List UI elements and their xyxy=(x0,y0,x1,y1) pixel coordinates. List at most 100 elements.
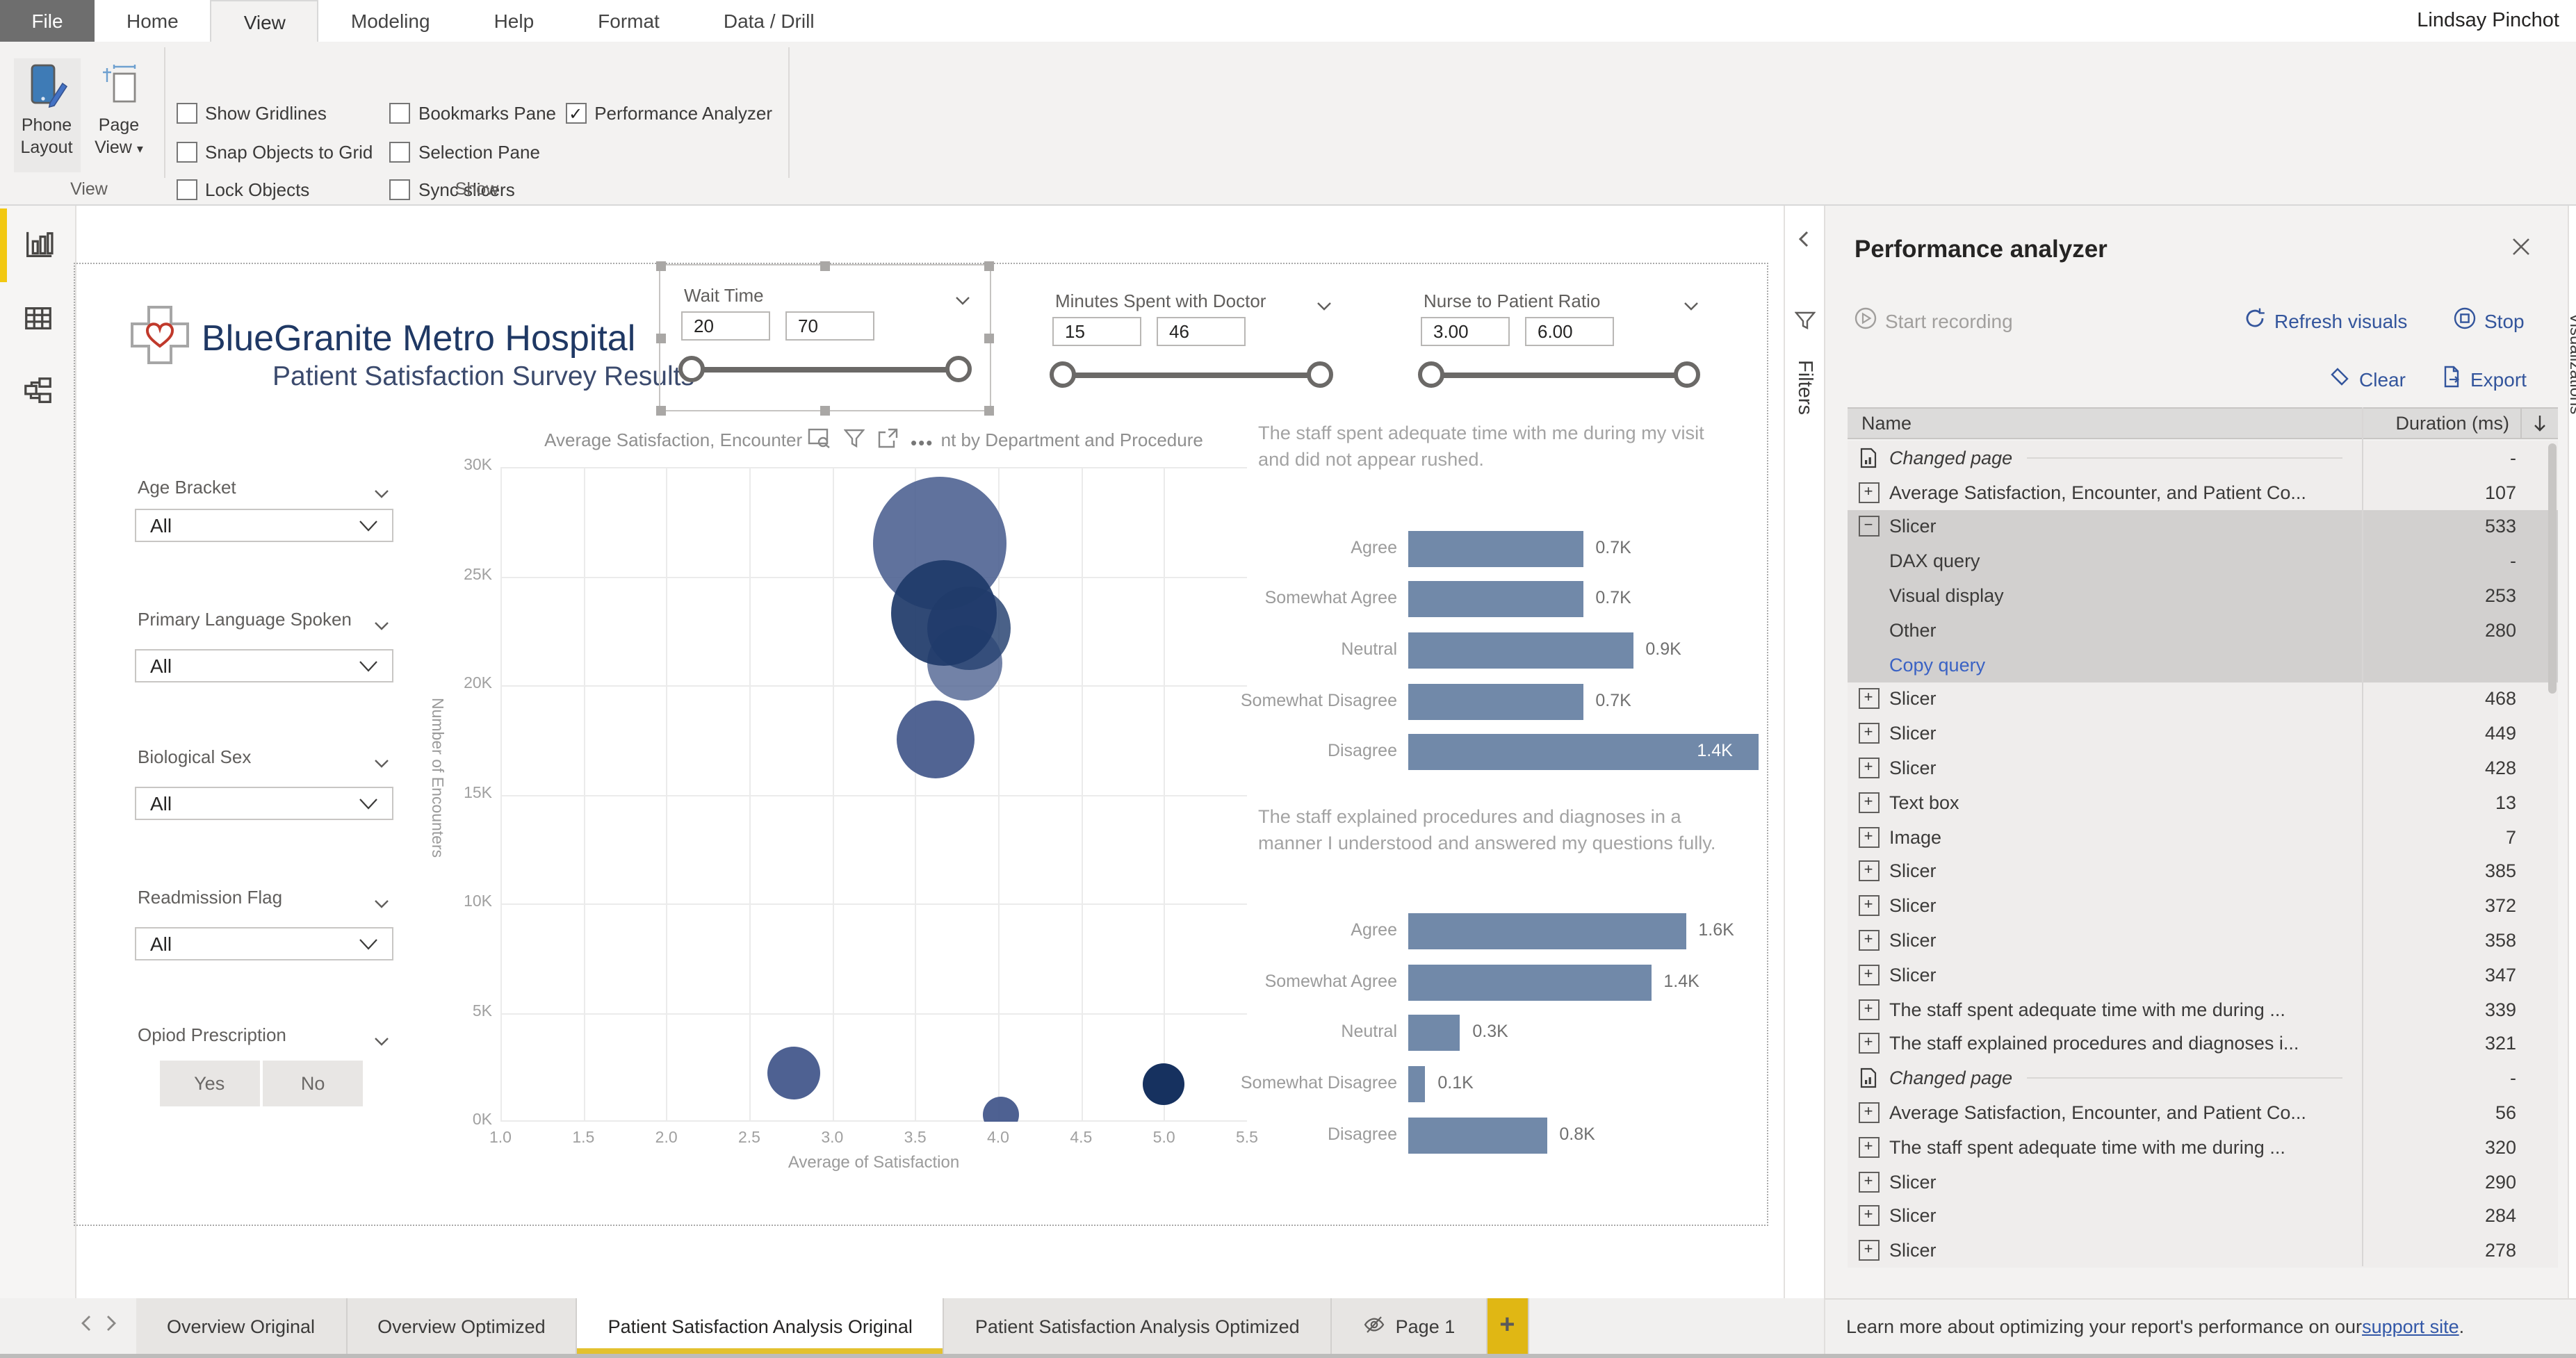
page-tab-page-1[interactable]: Page 1 xyxy=(1331,1298,1487,1354)
clear-button[interactable]: Clear xyxy=(2329,366,2406,392)
page-tab-patient-satisfaction-analysis-original[interactable]: Patient Satisfaction Analysis Original xyxy=(577,1298,945,1354)
slicer-min-handle[interactable] xyxy=(678,356,705,382)
sort-descending-icon[interactable] xyxy=(2520,409,2558,438)
unchecked-checkbox-icon[interactable] xyxy=(389,103,410,124)
slicer-wait-time[interactable]: Wait Time 20 70 xyxy=(660,265,989,410)
expand-row-icon[interactable]: + xyxy=(1848,688,1889,710)
next-page-icon[interactable] xyxy=(106,1314,117,1339)
selection-handle[interactable] xyxy=(820,261,830,270)
slicer-min-handle[interactable] xyxy=(1418,361,1444,388)
perf-row-visual[interactable]: + Image 7 xyxy=(1848,819,2558,855)
perf-row-link[interactable]: Copy query xyxy=(1848,647,2558,682)
checkbox-lock-objects[interactable]: Lock Objects xyxy=(176,179,309,200)
page-view-button[interactable]: Page View ▾ xyxy=(85,58,152,172)
ribbon-tab-data-drill[interactable]: Data / Drill xyxy=(723,10,815,32)
chevron-down-icon[interactable] xyxy=(374,891,389,916)
scatter-bubble[interactable] xyxy=(767,1047,821,1100)
chevron-down-icon[interactable] xyxy=(1684,293,1699,318)
filter-dropdown[interactable]: All xyxy=(135,926,393,960)
filter-dropdown[interactable]: All xyxy=(135,649,393,682)
perf-row-visual[interactable]: + The staff explained procedures and diag… xyxy=(1848,1026,2558,1061)
perf-row-visual[interactable]: + Slicer 278 xyxy=(1848,1233,2558,1268)
q2-bar[interactable] xyxy=(1408,964,1652,1001)
page-tab-overview-optimized[interactable]: Overview Optimized xyxy=(347,1298,578,1354)
more-options-icon[interactable]: ••• xyxy=(911,432,934,452)
slicer-max-input[interactable]: 70 xyxy=(785,311,874,341)
q1-bar[interactable] xyxy=(1408,683,1583,720)
start-recording-button[interactable]: Start recording xyxy=(1854,307,2013,334)
selection-handle[interactable] xyxy=(984,261,994,270)
selection-handle[interactable] xyxy=(655,333,665,343)
scatter-plot-area[interactable] xyxy=(500,467,1247,1122)
report-canvas[interactable]: BlueGranite Metro Hospital Patient Satisf… xyxy=(74,204,1784,1298)
file-tab[interactable]: File xyxy=(0,0,95,42)
slicer-max-handle[interactable] xyxy=(945,356,971,382)
previous-page-icon[interactable] xyxy=(81,1314,92,1339)
chevron-down-icon[interactable] xyxy=(374,481,389,506)
perf-row-detail[interactable]: Visual display 253 xyxy=(1848,578,2558,613)
data-view-icon[interactable] xyxy=(22,302,54,334)
expand-row-icon[interactable]: + xyxy=(1848,792,1889,813)
expand-row-icon[interactable]: + xyxy=(1848,723,1889,744)
perf-row-detail[interactable]: DAX query - xyxy=(1848,543,2558,579)
model-view-icon[interactable] xyxy=(22,375,54,407)
ribbon-tab-help[interactable]: Help xyxy=(494,10,535,32)
slicer-min-handle[interactable] xyxy=(1050,361,1076,388)
stop-button[interactable]: Stop xyxy=(2454,307,2525,334)
add-page-button[interactable]: + xyxy=(1487,1298,1529,1354)
slicer-min-input[interactable]: 20 xyxy=(681,311,770,341)
page-tab-patient-satisfaction-analysis-optimized[interactable]: Patient Satisfaction Analysis Optimized xyxy=(944,1298,1332,1354)
slicer-range-track[interactable] xyxy=(694,367,956,373)
perf-row-visual[interactable]: + Slicer 284 xyxy=(1848,1199,2558,1234)
perf-row-page[interactable]: Changed page - xyxy=(1848,441,2558,475)
perf-row-visual[interactable]: + Text box 13 xyxy=(1848,785,2558,820)
unchecked-checkbox-icon[interactable] xyxy=(389,141,410,162)
selection-handle[interactable] xyxy=(655,405,665,415)
slicer-max-handle[interactable] xyxy=(1306,361,1332,388)
unchecked-checkbox-icon[interactable] xyxy=(176,103,197,124)
support-site-link[interactable]: support site xyxy=(2362,1316,2459,1337)
refresh-visuals-button[interactable]: Refresh visuals xyxy=(2244,307,2407,334)
checked-checkbox-icon[interactable]: ✓ xyxy=(565,103,587,124)
expand-row-icon[interactable]: + xyxy=(1848,895,1889,917)
perf-row-visual[interactable]: + Slicer 385 xyxy=(1848,854,2558,889)
expand-row-icon[interactable]: + xyxy=(1848,1102,1889,1124)
scatter-bubble[interactable] xyxy=(1143,1063,1185,1106)
q2-bar[interactable] xyxy=(1408,1117,1547,1154)
chevron-down-icon[interactable] xyxy=(374,613,389,638)
checkbox-bookmarks-pane[interactable]: Bookmarks Pane xyxy=(389,103,556,124)
scatter-bubble[interactable] xyxy=(890,560,997,666)
slicer-max-input[interactable]: 46 xyxy=(1157,317,1246,346)
slicer-max-handle[interactable] xyxy=(1674,361,1700,388)
expand-row-icon[interactable]: + xyxy=(1848,1136,1889,1158)
perf-row-visual[interactable]: + The staff spent adequate time with me d… xyxy=(1848,992,2558,1027)
q1-bar[interactable] xyxy=(1408,530,1583,567)
unchecked-checkbox-icon[interactable] xyxy=(389,179,410,200)
copy-query-link[interactable]: Copy query xyxy=(1889,654,1986,676)
opiod-no-button[interactable]: No xyxy=(263,1061,364,1107)
perf-row-visual[interactable]: + Slicer 428 xyxy=(1848,751,2558,785)
filter-dropdown[interactable]: All xyxy=(135,509,393,542)
expand-row-icon[interactable]: + xyxy=(1848,1205,1889,1227)
q1-bar[interactable] xyxy=(1408,734,1759,771)
slicer-minutes-spent-with-doctor[interactable]: Minutes Spent with Doctor 15 46 xyxy=(1032,271,1351,407)
q1-bar[interactable] xyxy=(1408,581,1583,618)
q1-bar[interactable] xyxy=(1408,632,1633,669)
checkbox-selection-pane[interactable]: Selection Pane xyxy=(389,141,540,162)
filter-dropdown[interactable]: All xyxy=(135,787,393,820)
expand-row-icon[interactable]: + xyxy=(1848,1240,1889,1261)
expand-row-icon[interactable]: + xyxy=(1848,826,1889,848)
selection-handle[interactable] xyxy=(655,261,665,270)
checkbox-snap-objects-to-grid[interactable]: Snap Objects to Grid xyxy=(176,141,373,162)
visual-header-toolbar[interactable]: ••• xyxy=(802,425,940,459)
filters-pane-label[interactable]: Filters xyxy=(1793,360,1816,415)
expand-row-icon[interactable]: + xyxy=(1848,860,1889,882)
collapse-row-icon[interactable]: − xyxy=(1848,516,1889,537)
perf-row-visual[interactable]: + Slicer 347 xyxy=(1848,958,2558,992)
perf-row-visual[interactable]: + Slicer 358 xyxy=(1848,923,2558,958)
duration-column-header[interactable]: Duration (ms) xyxy=(2395,413,2509,434)
expand-row-icon[interactable]: + xyxy=(1848,930,1889,951)
perf-row-visual[interactable]: + Average Satisfaction, Encounter, and Pa… xyxy=(1848,1095,2558,1130)
report-view-icon[interactable] xyxy=(22,229,54,261)
expand-row-icon[interactable]: + xyxy=(1848,482,1889,503)
